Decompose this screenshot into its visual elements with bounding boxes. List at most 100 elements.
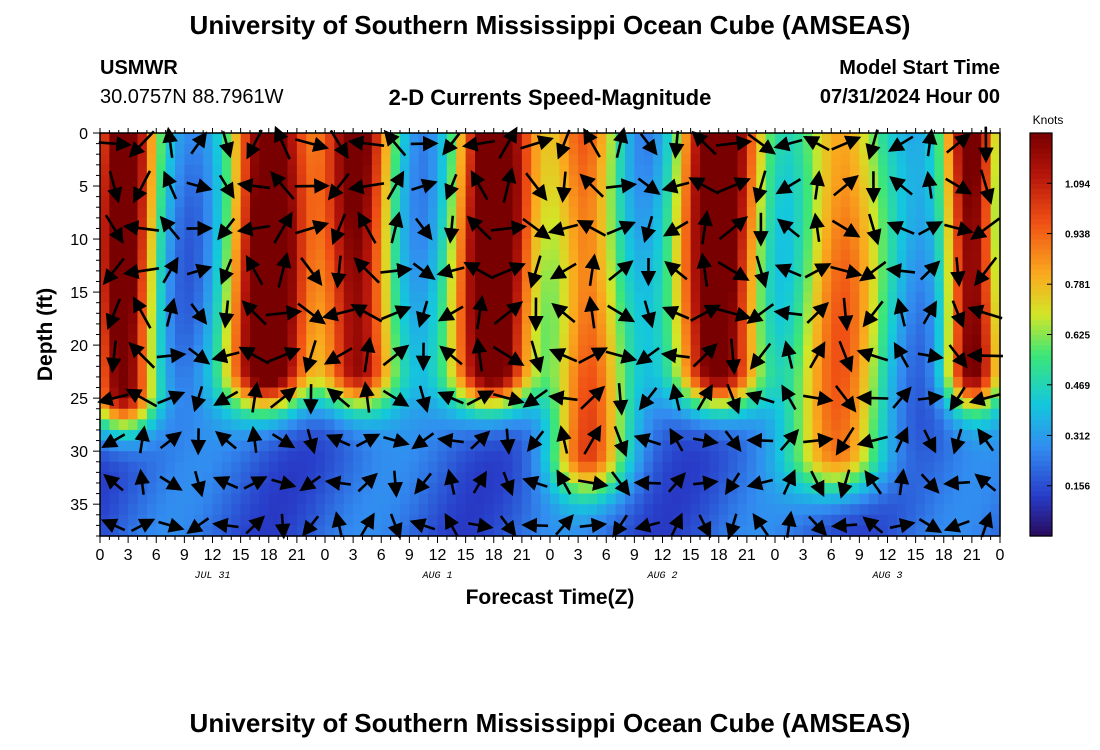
heatmap-cell — [371, 451, 382, 463]
heatmap-cell — [400, 281, 410, 293]
heatmap-cell — [671, 440, 682, 452]
heatmap-cell — [681, 133, 692, 145]
heatmap-cell — [184, 164, 195, 177]
heatmap-cell — [821, 175, 832, 187]
heatmap-cell — [793, 482, 804, 495]
heatmap-cell — [484, 207, 495, 219]
heatmap-cell — [606, 419, 617, 431]
colorbar-segment — [1030, 435, 1052, 441]
current-arrow — [444, 173, 459, 201]
heatmap-cell — [315, 514, 326, 526]
heatmap-cell — [690, 376, 701, 389]
heatmap-cell — [512, 270, 523, 283]
heatmap-cell — [578, 323, 589, 336]
heatmap-cell — [362, 323, 373, 336]
heatmap-cell — [240, 154, 251, 166]
heatmap-cell — [381, 164, 392, 177]
colorbar-segment — [1030, 405, 1052, 411]
x-tick-label: 15 — [682, 547, 700, 564]
heatmap-cell — [137, 398, 148, 410]
current-arrow — [134, 425, 150, 454]
heatmap-cell — [606, 334, 617, 346]
heatmap-cell — [850, 355, 860, 367]
heatmap-cell — [409, 292, 420, 304]
heatmap-cell — [484, 239, 495, 251]
heatmap-cell — [606, 366, 617, 378]
current-arrow — [325, 433, 351, 449]
heatmap-cell — [540, 217, 551, 230]
heatmap-cell — [540, 323, 551, 336]
heatmap-cell — [390, 408, 401, 420]
heatmap-cell — [156, 451, 167, 463]
heatmap-cell — [278, 164, 289, 177]
heatmap-cell — [634, 175, 645, 187]
heatmap-cell — [915, 133, 926, 145]
heatmap-cell — [296, 504, 307, 516]
heatmap-cell — [512, 186, 523, 198]
heatmap-cell — [503, 461, 514, 473]
heatmap-cell — [296, 154, 307, 166]
station-name: USMWR — [100, 57, 178, 79]
heatmap-cell — [184, 514, 195, 526]
heatmap-cell — [540, 292, 551, 304]
current-arrow — [688, 177, 720, 195]
heatmap-cell — [409, 249, 420, 261]
heatmap-cell — [484, 313, 495, 325]
heatmap-cell — [943, 313, 954, 325]
current-arrow — [692, 432, 719, 449]
heatmap-cell — [109, 461, 120, 473]
current-arrow — [775, 178, 802, 195]
current-arrow — [943, 475, 971, 491]
heatmap-cell — [118, 281, 129, 293]
heatmap-cell — [803, 249, 814, 261]
heatmap-cell — [550, 514, 560, 526]
heatmap-cell — [896, 419, 907, 431]
heatmap-cell — [859, 292, 870, 304]
heatmap-cell — [793, 334, 804, 346]
heatmap-cell — [746, 366, 757, 378]
current-arrow — [359, 381, 375, 413]
heatmap-cell — [718, 345, 729, 357]
heatmap-cell — [709, 376, 720, 389]
heatmap-cell — [943, 366, 954, 378]
heatmap-cell — [259, 175, 270, 187]
heatmap-cell — [550, 217, 560, 230]
colorbar-segment — [1030, 450, 1052, 456]
heatmap-cell — [428, 376, 439, 389]
heatmap-cell — [971, 260, 982, 272]
heatmap-cell — [803, 504, 814, 516]
current-arrow — [804, 263, 832, 279]
current-arrow — [186, 178, 213, 194]
heatmap-cell — [596, 419, 607, 431]
heatmap-cell — [728, 228, 739, 240]
heatmap-cell — [915, 196, 926, 208]
heatmap-cell — [221, 292, 232, 304]
heatmap-cell — [381, 419, 392, 431]
current-arrow — [241, 300, 267, 326]
heatmap-cell — [568, 366, 579, 378]
heatmap-cell — [193, 376, 204, 389]
heatmap-cell — [137, 451, 148, 463]
heatmap-cell — [484, 228, 495, 240]
heatmap-cell — [212, 451, 223, 463]
heatmap-cell — [953, 387, 964, 399]
heatmap-cell — [568, 249, 579, 261]
heatmap-cell — [709, 313, 720, 325]
heatmap-cell — [709, 196, 720, 208]
heatmap-cell — [503, 154, 514, 166]
heatmap-cell — [700, 292, 710, 304]
heatmap-cell — [971, 482, 982, 495]
heatmap-cell — [325, 323, 335, 336]
heatmap-cell — [906, 419, 917, 431]
heatmap-cell — [906, 408, 917, 420]
heatmap-cell — [250, 334, 260, 346]
heatmap-cell — [775, 164, 785, 177]
heatmap-cell — [409, 207, 420, 219]
heatmap-cell — [362, 196, 373, 208]
heatmap-cell — [606, 228, 617, 240]
colorbar-segment — [1030, 299, 1052, 305]
heatmap-cell — [531, 408, 542, 420]
heatmap-cell — [371, 323, 382, 336]
heatmap-cell — [568, 292, 579, 304]
heatmap-cell — [981, 313, 992, 325]
